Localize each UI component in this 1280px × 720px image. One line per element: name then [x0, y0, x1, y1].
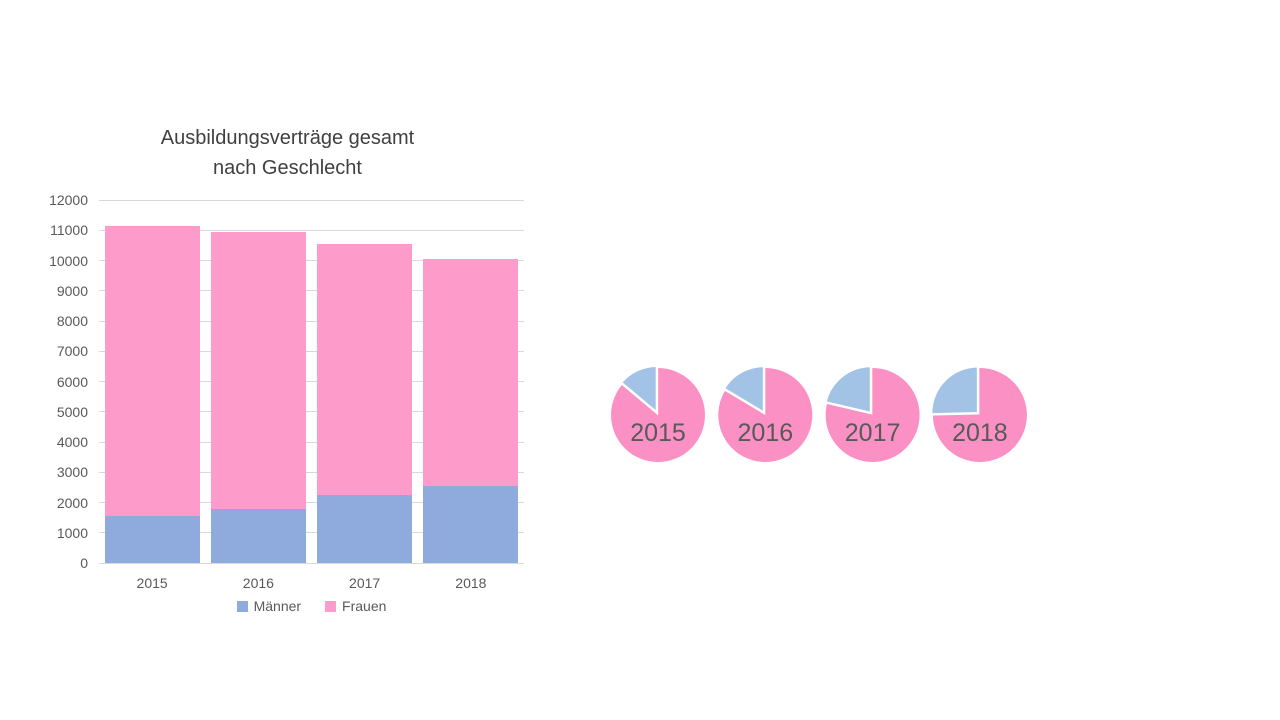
legend-label-frauen: Frauen — [342, 598, 387, 614]
pie-slice-maenner-2015 — [619, 364, 659, 416]
pie-slice-maenner-2017 — [823, 364, 873, 415]
gridline-1000 — [99, 532, 524, 534]
y-axis-tick-label: 1000 — [56, 524, 88, 541]
gridline-8000 — [99, 320, 524, 322]
gridline-0 — [99, 562, 524, 564]
pie-year-label-2018: 2018 — [952, 419, 1008, 447]
y-axis-tick-label: 11000 — [50, 222, 88, 239]
gridline-11000 — [99, 229, 524, 231]
pie-year-label-2017: 2017 — [845, 419, 901, 447]
legend-swatch-frauen — [325, 600, 337, 612]
pie-year-label-2016: 2016 — [737, 419, 793, 447]
pie-2015: 2015 — [611, 364, 705, 462]
y-axis-tick-label: 6000 — [56, 373, 88, 390]
pie-year-label-2015: 2015 — [630, 419, 686, 447]
y-axis-tick-label: 4000 — [56, 434, 88, 450]
bar-segment-maenner-2016 — [210, 508, 306, 563]
y-axis-tick-label: 8000 — [56, 313, 88, 329]
pie-charts: 2015 2016 2017 2018 — [611, 364, 1027, 462]
y-axis-tick-label: 3000 — [56, 464, 88, 481]
bar-segment-frauen-2017 — [317, 243, 413, 495]
chart-title-line2: nach Geschlecht — [213, 157, 362, 179]
pie-2017: 2017 — [823, 364, 920, 462]
legend-swatch-maenner — [236, 600, 248, 612]
x-axis-label-2018: 2018 — [455, 575, 487, 591]
bar-segment-frauen-2015 — [104, 225, 200, 517]
y-axis-tick-label: 5000 — [56, 403, 88, 420]
gridline-6000 — [99, 381, 524, 382]
chart-legend: Männer Frauen — [99, 598, 524, 614]
x-axis-label-2015: 2015 — [136, 575, 168, 591]
legend-label-maenner: Männer — [253, 598, 302, 614]
pie-2016: 2016 — [718, 364, 813, 462]
gridline-2000 — [99, 502, 524, 503]
bar-segment-maenner-2018 — [423, 485, 519, 563]
y-axis-tick-label: 0 — [80, 555, 88, 571]
gridline-7000 — [99, 350, 524, 352]
pie-slice-maenner-2018 — [929, 364, 980, 416]
gridline-4000 — [99, 441, 524, 443]
x-axis-label-2017: 2017 — [349, 575, 381, 591]
bar-segment-maenner-2017 — [317, 494, 413, 563]
gridline-12000 — [99, 199, 524, 201]
bar-segment-frauen-2016 — [210, 231, 306, 509]
legend-item-maenner: Männer — [236, 598, 302, 614]
bar-segment-maenner-2015 — [104, 516, 200, 563]
bar-segment-frauen-2018 — [423, 258, 519, 486]
gridline-9000 — [99, 290, 524, 292]
pie-slice-maenner-2016 — [721, 364, 766, 416]
y-axis-tick-label: 12000 — [49, 192, 88, 208]
gridline-5000 — [99, 411, 524, 413]
y-axis-tick-label: 7000 — [56, 343, 88, 360]
y-axis-tick-label: 2000 — [56, 494, 88, 511]
chart-title-line1: Ausbildungsverträge gesamt — [160, 127, 415, 149]
x-axis-label-2016: 2016 — [242, 575, 274, 591]
gridline-10000 — [99, 260, 524, 261]
pie-2018: 2018 — [929, 364, 1027, 462]
chart-title: Ausbildungsverträge gesamt nach Geschlec… — [35, 123, 540, 183]
y-axis-tick-label: 9000 — [56, 282, 88, 299]
gridline-3000 — [99, 471, 524, 473]
y-axis-tick-label: 10000 — [49, 252, 88, 269]
legend-item-frauen: Frauen — [325, 598, 386, 614]
